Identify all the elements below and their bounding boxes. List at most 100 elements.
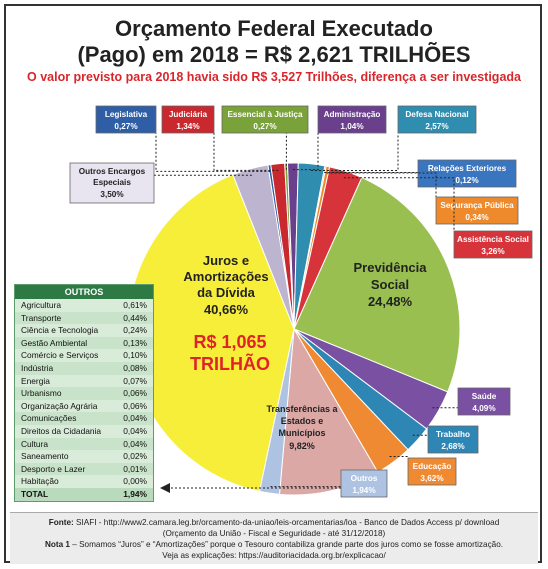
outros-row-value: 0,13%: [123, 337, 147, 348]
outros-table-row: Comunicações 0,04%: [15, 412, 153, 425]
callout-value-assistencia-social: 3,26%: [481, 247, 505, 256]
outros-table-row: Cultura 0,04%: [15, 437, 153, 451]
callout-value-trabalho: 2,68%: [441, 442, 465, 451]
callout-box-outros-encargos-especiais: [69, 162, 155, 204]
callout-label-educacao: Educação: [413, 462, 452, 471]
label-juros-value: 40,66%: [204, 302, 249, 317]
callout-value-defesa-nacional: 2,57%: [425, 122, 449, 131]
callout-box-defesa-nacional: [397, 105, 477, 134]
outros-row-name: Habitação: [21, 476, 59, 487]
callout-label-legislativa: Legislativa: [105, 110, 148, 119]
label-transferencias-line3: Municípios: [279, 428, 326, 438]
callout-value-educacao: 3,62%: [420, 474, 444, 483]
pie-slice-outros: [258, 328, 295, 495]
outros-arrow-head: [160, 483, 170, 493]
callout-box-essencial-a-justica: [221, 105, 309, 134]
callout-value-essencial-a-justica: 0,27%: [253, 122, 277, 131]
outros-row-name: Transporte: [21, 312, 62, 323]
outros-row-name: Indústria: [21, 362, 54, 373]
chart-subtitle: O valor previsto para 2018 havia sido R$…: [27, 70, 521, 84]
outros-row-value: 0,01%: [123, 463, 147, 474]
outros-table: OUTROS Agricultura 0,61% Transporte 0,44% Ci…: [14, 284, 154, 502]
outros-table-row: Organização Agrária 0,06%: [15, 399, 153, 413]
label-transferencias-line1: Transferências a: [266, 404, 338, 414]
outros-total-label: TOTAL: [21, 488, 49, 499]
leader-line-administracao: [292, 133, 319, 171]
label-previdencia-value: 24,48%: [368, 294, 413, 309]
callout-label-defesa-nacional: Defesa Nacional: [405, 110, 468, 119]
callout-label-administracao: Administração: [324, 110, 381, 119]
footer-fonte-text2: (Orçamento da União - Fiscal e Seguridad…: [162, 529, 386, 538]
chart-title-line2: (Pago) em 2018 = R$ 2,621 TRILHÕES: [77, 42, 471, 67]
label-juros-line3: da Dívida: [197, 285, 256, 300]
outros-total-row: TOTAL 1,94%: [15, 487, 153, 501]
footer-fonte-label: Fonte:: [48, 518, 74, 527]
outros-row-name: Saneamento: [21, 451, 69, 462]
outros-total-value: 1,94%: [123, 488, 147, 499]
outros-row-value: 0,08%: [123, 362, 147, 373]
callout-label-trabalho: Trabalho: [436, 430, 470, 439]
label-transferencias-line2: Estados e: [281, 416, 324, 426]
outros-row-name: Organização Agrária: [21, 400, 98, 411]
outros-row-value: 0,02%: [123, 451, 147, 462]
footer-explicacoes: Veja as explicações: https://auditoriaci…: [162, 551, 386, 560]
leader-line-legislativa: [155, 133, 271, 172]
outros-table-row: Desporto e Lazer 0,01%: [15, 462, 153, 476]
outros-table-row: Direitos da Cidadania 0,04%: [15, 424, 153, 438]
label-juros-line2: Amortizações: [183, 269, 268, 284]
callout-value-judiciaria: 1,34%: [176, 122, 200, 131]
outros-row-name: Cultura: [21, 438, 48, 449]
outros-row-value: 0,06%: [123, 400, 147, 411]
callout-label-judiciaria: Judiciária: [169, 110, 208, 119]
callout-label-outros: Outros: [351, 474, 378, 483]
outros-row-value: 0,10%: [123, 350, 147, 361]
outros-table-row: Comércio e Serviços 0,10%: [15, 349, 153, 362]
outros-row-name: Gestão Ambiental: [21, 337, 88, 348]
callout-box-saude: [457, 387, 511, 416]
callout-label-seguranca-publica: Segurança Pública: [440, 201, 514, 210]
outros-row-name: Ciência e Tecnologia: [21, 325, 99, 336]
callout-box-seguranca-publica: [435, 196, 519, 225]
callout-value-saude: 4,09%: [472, 404, 496, 413]
outros-table-row: Urbanismo 0,06%: [15, 387, 153, 400]
callout-box-outros: [340, 469, 388, 498]
outros-row-value: 0,44%: [123, 312, 147, 323]
label-juros-line1: Juros e: [203, 253, 249, 268]
outros-row-name: Comunicações: [21, 413, 77, 424]
callout-box-administracao: [317, 105, 387, 134]
callout-label-outros-encargos-especiais-1: Outros Encargos: [79, 167, 146, 176]
callout-label-essencial-a-justica: Essencial à Justiça: [227, 110, 303, 119]
callout-label-assistencia-social: Assistência Social: [457, 235, 529, 244]
footer-nota-label: Nota 1: [44, 540, 70, 549]
callout-value-legislativa: 0,27%: [114, 122, 138, 131]
outros-row-name: Desporto e Lazer: [21, 463, 86, 474]
outros-row-value: 0,00%: [123, 476, 147, 487]
callout-box-relacoes-exteriores: [417, 159, 517, 188]
leader-line-defesa-nacional: [311, 133, 399, 171]
outros-row-value: 0,24%: [123, 325, 147, 336]
outros-table-row: Agricultura 0,61%: [15, 299, 153, 312]
outros-row-name: Direitos da Cidadania: [21, 425, 102, 436]
callout-value-administracao: 1,04%: [340, 122, 364, 131]
outros-row-name: Urbanismo: [21, 388, 62, 399]
callout-value-outros: 1,94%: [352, 486, 376, 495]
chart-title-line1: Orçamento Federal Executado: [115, 16, 433, 41]
outros-table-row: Ciência e Tecnologia 0,24%: [15, 324, 153, 337]
leader-line-assistencia-social: [343, 177, 455, 231]
outros-table-row: Habitação 0,00%: [15, 475, 153, 488]
label-previdencia-line1: Previdência: [354, 260, 428, 275]
callout-label-saude: Saúde: [472, 392, 497, 401]
outros-table-row: Saneamento 0,02%: [15, 450, 153, 463]
outros-table-row: Transporte 0,44%: [15, 311, 153, 325]
outros-row-name: Comércio e Serviços: [21, 350, 99, 361]
outros-table-row: Energia 0,07%: [15, 374, 153, 388]
annotation-line2: TRILHÃO: [190, 353, 270, 374]
pie-slice-previdencia-social: [293, 176, 461, 393]
footer-note: Fonte: SIAFI - http://www2.camara.leg.br…: [10, 512, 538, 564]
footer-fonte-text: SIAFI - http://www2.camara.leg.br/orcame…: [76, 518, 500, 527]
callout-box-trabalho: [427, 425, 479, 454]
footer-nota-text: – Somamos “Juros” e “Amortizações” porqu…: [72, 540, 504, 549]
callout-box-judiciaria: [161, 105, 215, 134]
outros-table-row: Indústria 0,08%: [15, 361, 153, 375]
